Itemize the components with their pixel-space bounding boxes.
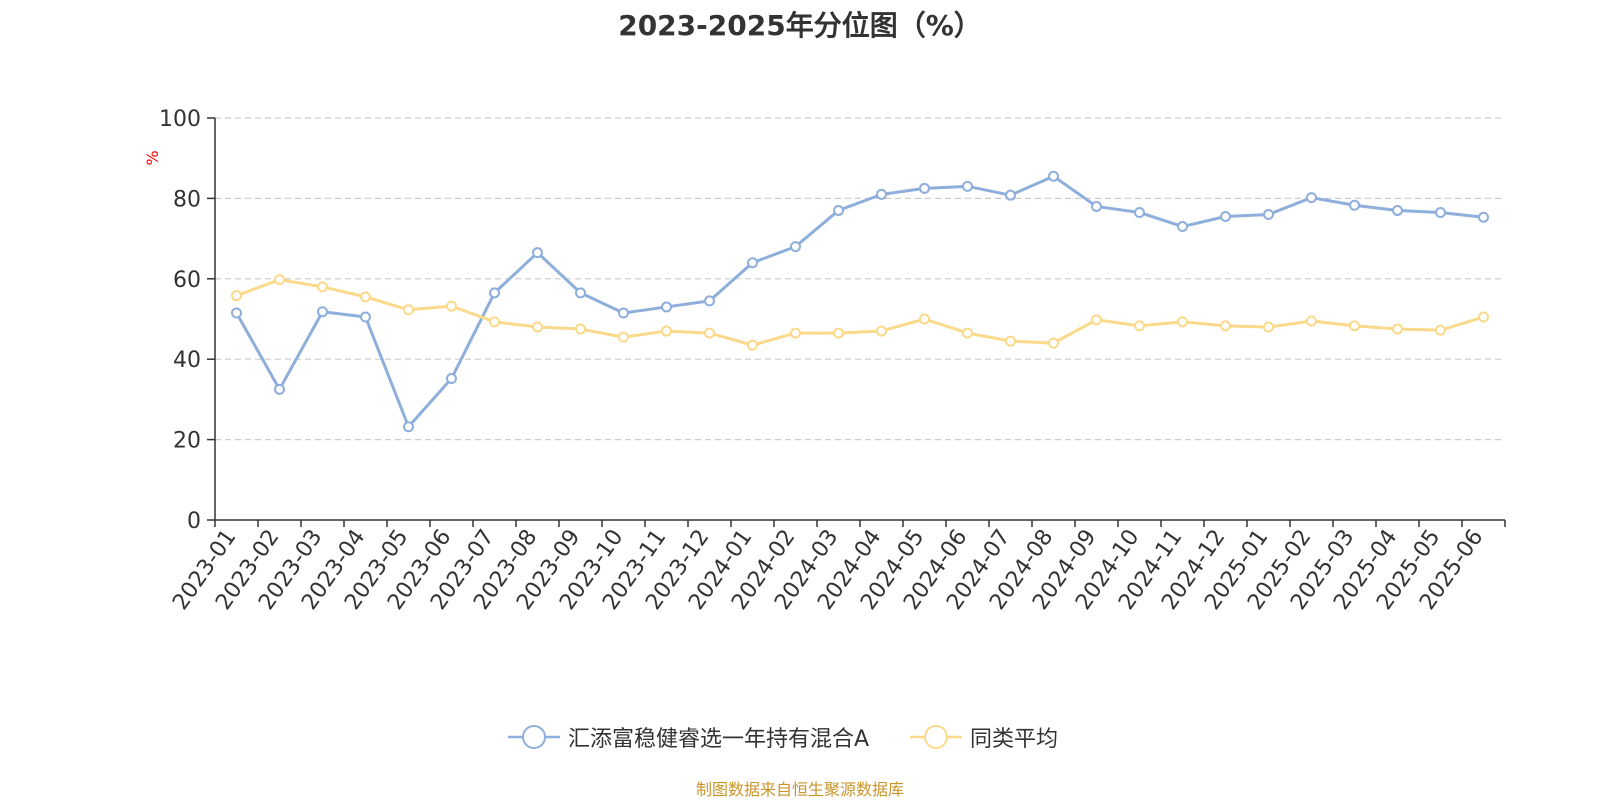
data-point-series-0-2023-06[interactable] xyxy=(446,372,457,384)
data-point-series-0-2023-03[interactable] xyxy=(317,306,328,318)
data-point-series-0-2023-09[interactable] xyxy=(575,287,586,299)
data-point-series-0-2023-02[interactable] xyxy=(274,383,285,395)
data-point-series-1-2024-04[interactable] xyxy=(876,325,887,337)
data-point-series-1-2023-05[interactable] xyxy=(403,304,414,316)
legend-marker-series-1 xyxy=(910,725,962,749)
legend-item-series-1[interactable]: 同类平均 xyxy=(910,722,1058,752)
data-point-series-1-2023-12[interactable] xyxy=(704,327,715,339)
series-line-1 xyxy=(235,278,1484,347)
series-lines xyxy=(231,170,1489,433)
data-point-series-1-2023-02[interactable] xyxy=(274,274,285,286)
data-point-series-0-2025-04[interactable] xyxy=(1392,204,1403,216)
data-point-series-0-2024-07[interactable] xyxy=(1005,189,1016,201)
chart-title: 2023-2025年分位图（%） xyxy=(618,9,982,42)
data-point-series-1-2024-03[interactable] xyxy=(833,327,844,339)
data-point-series-1-2023-09[interactable] xyxy=(575,323,586,335)
data-point-series-1-2023-08[interactable] xyxy=(532,321,543,333)
legend-label-series-0: 汇添富稳健睿选一年持有混合A xyxy=(568,727,870,752)
data-point-series-1-2024-01[interactable] xyxy=(747,339,758,351)
data-point-series-0-2025-06[interactable] xyxy=(1478,211,1489,223)
y-tick-label-100: 100 xyxy=(159,107,201,132)
data-point-series-1-2024-06[interactable] xyxy=(962,327,973,339)
data-point-series-1-2023-04[interactable] xyxy=(360,291,371,303)
y-axis-label: % xyxy=(143,150,162,165)
data-point-series-0-2024-02[interactable] xyxy=(790,241,801,253)
data-point-series-0-2023-11[interactable] xyxy=(661,301,672,313)
legend-label-series-1: 同类平均 xyxy=(970,727,1059,752)
data-point-series-0-2024-11[interactable] xyxy=(1177,221,1188,233)
data-point-series-1-2025-04[interactable] xyxy=(1392,323,1403,335)
axes: 0204060801002023-012023-022023-032023-04… xyxy=(159,107,1506,615)
data-point-series-1-2023-11[interactable] xyxy=(661,325,672,337)
data-point-series-0-2024-03[interactable] xyxy=(833,204,844,216)
y-tick-label-20: 20 xyxy=(173,429,201,454)
source-note: 制图数据来自恒生聚源数据库 xyxy=(695,780,904,799)
y-tick-label-40: 40 xyxy=(173,348,201,373)
data-point-series-0-2023-07[interactable] xyxy=(489,287,500,299)
data-point-series-0-2025-02[interactable] xyxy=(1306,192,1317,204)
data-point-series-0-2024-06[interactable] xyxy=(962,180,973,192)
data-point-series-0-2025-01[interactable] xyxy=(1263,208,1274,220)
gridlines xyxy=(215,117,1505,441)
data-point-series-1-2024-07[interactable] xyxy=(1005,335,1016,347)
data-point-series-0-2024-12[interactable] xyxy=(1220,210,1231,222)
legend-item-series-0[interactable]: 汇添富稳健睿选一年持有混合A xyxy=(508,722,869,752)
data-point-series-0-2024-08[interactable] xyxy=(1048,170,1059,182)
data-point-series-1-2023-07[interactable] xyxy=(489,316,500,328)
data-point-series-1-2025-01[interactable] xyxy=(1263,321,1274,333)
data-point-series-0-2023-08[interactable] xyxy=(532,247,543,259)
data-point-series-1-2024-08[interactable] xyxy=(1048,337,1059,349)
legend-marker-series-0 xyxy=(508,725,560,749)
data-point-series-1-2024-02[interactable] xyxy=(790,327,801,339)
data-point-series-0-2025-03[interactable] xyxy=(1349,199,1360,211)
data-point-series-1-2024-10[interactable] xyxy=(1134,320,1145,332)
data-point-series-1-2024-09[interactable] xyxy=(1091,314,1102,326)
data-point-series-1-2025-02[interactable] xyxy=(1306,315,1317,327)
data-point-series-0-2025-05[interactable] xyxy=(1435,206,1446,218)
data-point-series-0-2024-05[interactable] xyxy=(919,182,930,194)
data-point-series-1-2025-05[interactable] xyxy=(1435,324,1446,336)
data-point-series-1-2024-12[interactable] xyxy=(1220,320,1231,332)
data-point-series-1-2025-06[interactable] xyxy=(1478,311,1489,323)
y-tick-label-60: 60 xyxy=(173,268,201,293)
data-point-series-0-2024-04[interactable] xyxy=(876,188,887,200)
data-point-series-1-2023-01[interactable] xyxy=(231,290,242,302)
data-point-series-1-2023-03[interactable] xyxy=(317,281,328,293)
data-point-series-0-2024-09[interactable] xyxy=(1091,200,1102,212)
data-point-series-0-2023-04[interactable] xyxy=(360,311,371,323)
y-tick-label-0: 0 xyxy=(187,509,201,534)
data-point-series-0-2024-10[interactable] xyxy=(1134,206,1145,218)
series-line-0 xyxy=(235,174,1484,429)
data-point-series-0-2023-10[interactable] xyxy=(618,307,629,319)
data-point-series-0-2023-05[interactable] xyxy=(403,421,414,433)
data-point-series-1-2025-03[interactable] xyxy=(1349,320,1360,332)
data-point-series-0-2024-01[interactable] xyxy=(747,257,758,269)
data-point-series-1-2024-11[interactable] xyxy=(1177,316,1188,328)
data-point-series-1-2023-06[interactable] xyxy=(446,300,457,312)
data-point-series-1-2024-05[interactable] xyxy=(919,313,930,325)
data-point-series-0-2023-12[interactable] xyxy=(704,295,715,307)
y-tick-label-80: 80 xyxy=(173,187,201,212)
data-point-series-0-2023-01[interactable] xyxy=(231,307,242,319)
data-point-series-1-2023-10[interactable] xyxy=(618,331,629,343)
